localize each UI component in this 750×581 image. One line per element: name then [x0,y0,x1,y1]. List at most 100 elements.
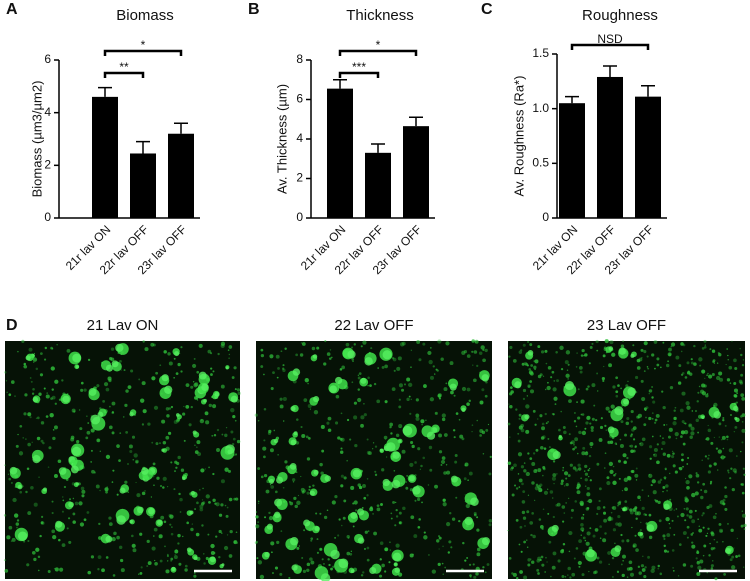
biofilm-speck [718,371,723,376]
biofilm-speck [331,356,333,359]
biofilm-cluster [379,448,384,452]
biofilm-speck [551,413,554,415]
biofilm-speck [666,550,670,553]
bar [597,76,623,219]
biofilm-speck [724,494,728,499]
biofilm-speck [146,565,149,567]
biofilm-speck [589,527,592,530]
biofilm-speck [403,383,407,386]
biofilm-speck [370,347,373,350]
biofilm-speck [584,472,589,476]
biofilm-speck [740,373,744,377]
significance-label: * [141,38,146,52]
biofilm-speck [651,417,654,420]
biofilm-speck [51,388,54,391]
biofilm-speck [263,373,265,376]
biofilm-speck [598,438,603,442]
biofilm-speck [111,411,114,414]
biofilm-speck [103,382,109,387]
biofilm-speck [150,496,153,498]
biofilm-speck [518,417,521,420]
biofilm-speck [581,529,584,532]
biofilm-speck [644,409,647,412]
biofilm-speck [553,396,558,401]
biofilm-cluster [268,479,274,484]
biofilm-speck [527,558,531,562]
biofilm-speck [580,523,584,527]
biofilm-speck [473,513,477,517]
biofilm-speck [577,467,582,471]
biofilm-speck [529,389,535,394]
biofilm-speck [529,343,533,347]
biofilm-speck [381,365,385,369]
biofilm-speck [99,489,101,492]
biofilm-speck [674,406,677,409]
biofilm-speck [35,417,38,419]
biofilm-cluster [313,396,320,403]
biofilm-speck [230,430,234,434]
biofilm-speck [353,500,358,505]
biofilm-speck [411,444,415,449]
biofilm-speck [133,453,138,458]
biofilm-speck [363,496,367,500]
biofilm-speck [463,477,467,481]
biofilm-speck [173,357,176,360]
biofilm-speck [642,555,644,558]
biofilm-speck [680,350,683,353]
biofilm-speck [123,369,126,372]
biofilm-speck [608,563,610,566]
biofilm-speck [307,382,309,385]
micrograph [3,339,241,579]
biofilm-speck [384,570,387,573]
biofilm-speck [728,448,733,453]
biofilm-speck [526,539,528,541]
biofilm-speck [327,428,332,433]
biofilm-speck [27,412,32,417]
biofilm-speck [546,561,548,563]
biofilm-speck [126,462,130,466]
biofilm-speck [712,360,715,364]
biofilm-speck [40,352,43,355]
biofilm-speck [531,481,535,485]
biofilm-speck [54,402,57,405]
biofilm-speck [52,429,55,431]
biofilm-speck [257,420,260,422]
biofilm-speck [59,567,64,572]
biofilm-speck [21,339,25,343]
biofilm-speck [613,473,616,477]
biofilm-speck [690,426,695,431]
biofilm-speck [730,414,732,416]
biofilm-speck [708,554,711,557]
biofilm-speck [363,403,365,405]
biofilm-speck [574,500,577,503]
biofilm-speck [733,388,739,393]
biofilm-speck [360,345,363,348]
biofilm-speck [718,522,722,526]
biofilm-speck [591,383,596,388]
biofilm-speck [670,345,673,348]
biofilm-speck [705,394,709,398]
biofilm-speck [161,419,166,424]
biofilm-speck [255,524,260,529]
biofilm-speck [379,541,384,545]
biofilm-speck [165,569,170,574]
biofilm-speck [635,548,639,552]
biofilm-speck [294,504,298,509]
biofilm-speck [539,525,544,529]
biofilm-cluster [663,503,670,510]
biofilm-speck [405,481,408,483]
biofilm-speck [263,473,268,478]
biofilm-speck [520,550,523,553]
biofilm-speck [665,484,669,488]
biofilm-speck [602,538,607,543]
biofilm-speck [652,490,657,495]
error-bar [565,95,579,104]
biofilm-speck [373,382,377,386]
biofilm-speck [86,511,90,514]
biofilm-speck [10,380,15,384]
micrograph [507,339,747,581]
biofilm-speck [577,560,582,565]
biofilm-speck [563,512,566,514]
biofilm-speck [702,512,705,515]
biofilm-cluster [174,351,180,357]
